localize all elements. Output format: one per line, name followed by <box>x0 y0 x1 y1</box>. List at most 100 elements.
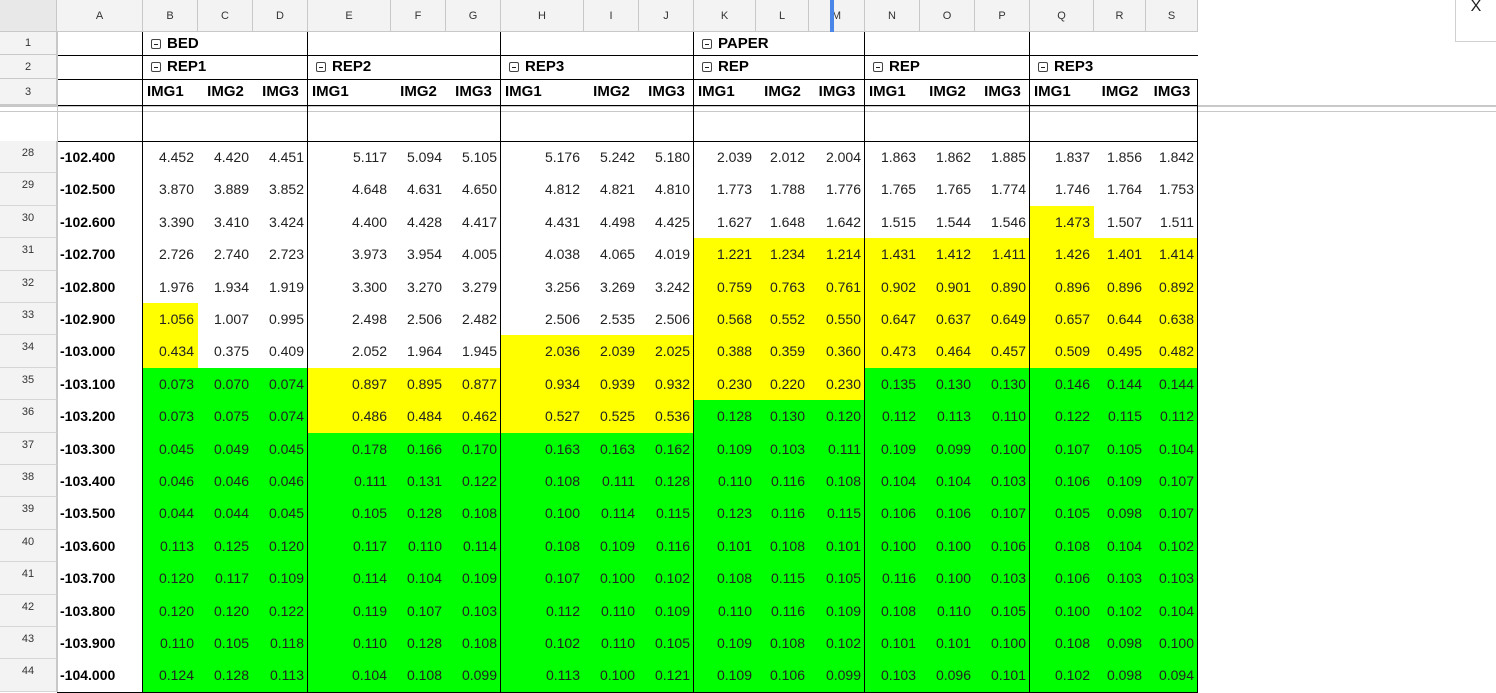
data-cell[interactable]: 0.109 <box>584 529 639 563</box>
data-cell[interactable]: 0.647 <box>865 303 920 336</box>
data-cell[interactable]: 0.115 <box>756 562 809 595</box>
data-cell[interactable]: 1.788 <box>769 181 805 198</box>
data-cell[interactable]: 4.631 <box>406 181 442 198</box>
data-cell[interactable]: 0.146 <box>1030 367 1094 401</box>
row-header[interactable]: 31 <box>0 238 57 271</box>
data-cell[interactable]: 0.108 <box>446 627 501 660</box>
data-cell[interactable]: 0.100 <box>865 529 920 563</box>
data-cell[interactable]: 0.100 <box>975 432 1030 465</box>
data-cell[interactable]: 0.170 <box>446 432 501 465</box>
data-cell[interactable]: 0.110 <box>694 594 756 627</box>
row-label-cell[interactable]: -103.800 <box>60 602 116 619</box>
column-header-q[interactable]: Q <box>1030 0 1094 32</box>
data-cell[interactable]: 2.726 <box>158 246 194 263</box>
data-cell[interactable]: 0.130 <box>975 367 1030 401</box>
data-cell[interactable]: 0.123 <box>694 497 756 530</box>
data-cell[interactable]: 0.099 <box>809 659 865 692</box>
data-cell[interactable]: 0.128 <box>391 627 446 660</box>
row-label-cell[interactable]: -103.400 <box>60 473 116 489</box>
data-cell[interactable]: 0.107 <box>1146 497 1198 530</box>
data-cell[interactable]: 4.428 <box>406 213 442 230</box>
data-cell[interactable]: 0.495 <box>1094 335 1146 368</box>
data-cell[interactable]: 0.045 <box>143 432 198 465</box>
data-cell[interactable]: 0.102 <box>1030 659 1094 692</box>
data-cell[interactable]: 0.359 <box>756 335 809 368</box>
data-cell[interactable]: 0.110 <box>143 627 198 660</box>
data-cell[interactable]: 0.108 <box>756 627 809 660</box>
row-label-cell[interactable]: -102.600 <box>60 213 116 230</box>
collapse-toggle-icon[interactable] <box>702 39 712 49</box>
data-cell[interactable]: 0.096 <box>920 659 975 692</box>
data-cell[interactable]: 0.120 <box>809 400 865 433</box>
row-label-cell[interactable]: -102.500 <box>60 181 116 198</box>
data-cell[interactable]: 0.122 <box>1030 400 1094 433</box>
row-header[interactable]: 29 <box>0 173 57 206</box>
data-cell[interactable]: 0.094 <box>1146 659 1198 692</box>
data-cell[interactable]: 0.101 <box>694 529 756 563</box>
data-cell[interactable]: 0.536 <box>639 400 694 433</box>
data-cell[interactable]: 0.107 <box>501 562 584 595</box>
row-label-cell[interactable]: -103.000 <box>60 343 116 360</box>
data-cell[interactable]: 1.837 <box>1054 149 1090 165</box>
row-label-cell[interactable]: -102.800 <box>60 278 116 295</box>
data-cell[interactable]: 0.101 <box>809 529 865 563</box>
data-cell[interactable]: 4.065 <box>599 246 635 263</box>
row-label-cell[interactable]: -104.000 <box>60 667 116 684</box>
data-cell[interactable]: 0.101 <box>975 659 1030 692</box>
data-cell[interactable]: 0.116 <box>756 465 809 498</box>
data-cell[interactable]: 1.976 <box>158 278 194 295</box>
data-cell[interactable]: 0.104 <box>920 465 975 498</box>
data-cell[interactable]: 5.242 <box>599 149 635 165</box>
img-header[interactable]: IMG3 <box>1153 83 1191 100</box>
data-cell[interactable]: 0.117 <box>198 562 253 595</box>
data-cell[interactable]: 2.740 <box>213 246 249 263</box>
data-cell[interactable]: 0.102 <box>1094 594 1146 627</box>
row-header[interactable]: 37 <box>0 432 57 465</box>
data-cell[interactable]: 4.400 <box>351 213 387 230</box>
data-cell[interactable]: 0.103 <box>446 594 501 627</box>
data-cell[interactable]: 1.234 <box>756 238 809 271</box>
data-cell[interactable]: 2.482 <box>461 311 497 327</box>
data-cell[interactable]: 1.934 <box>213 278 249 295</box>
data-cell[interactable]: 0.109 <box>694 659 756 692</box>
data-cell[interactable]: 0.120 <box>198 594 253 627</box>
data-cell[interactable]: 0.108 <box>809 465 865 498</box>
data-cell[interactable]: 0.162 <box>639 432 694 465</box>
data-cell[interactable]: 3.973 <box>351 246 387 263</box>
data-cell[interactable]: 0.099 <box>446 659 501 692</box>
data-cell[interactable]: 0.073 <box>143 367 198 401</box>
data-cell[interactable]: 0.649 <box>975 303 1030 336</box>
data-cell[interactable]: 0.109 <box>1094 465 1146 498</box>
data-cell[interactable]: 0.527 <box>501 400 584 433</box>
column-header-e[interactable]: E <box>308 0 391 32</box>
data-cell[interactable]: 0.106 <box>865 497 920 530</box>
data-cell[interactable]: 0.462 <box>446 400 501 433</box>
data-cell[interactable]: 0.109 <box>694 627 756 660</box>
data-cell[interactable]: 0.100 <box>501 497 584 530</box>
data-cell[interactable]: 4.451 <box>268 149 304 165</box>
data-cell[interactable]: 3.269 <box>599 278 635 295</box>
data-cell[interactable]: 3.889 <box>213 181 249 198</box>
data-cell[interactable]: 0.114 <box>446 529 501 563</box>
data-cell[interactable]: 0.105 <box>639 627 694 660</box>
data-cell[interactable]: 0.105 <box>198 627 253 660</box>
data-cell[interactable]: 1.412 <box>920 238 975 271</box>
data-cell[interactable]: 0.552 <box>756 303 809 336</box>
data-cell[interactable]: 0.104 <box>1146 432 1198 465</box>
data-cell[interactable]: 0.130 <box>920 367 975 401</box>
data-cell[interactable]: 1.648 <box>769 213 805 230</box>
data-cell[interactable]: 0.457 <box>975 335 1030 368</box>
row-header[interactable]: 1 <box>0 32 57 55</box>
data-cell[interactable]: 0.130 <box>756 400 809 433</box>
column-header-p[interactable]: P <box>975 0 1030 32</box>
data-cell[interactable]: 3.279 <box>461 278 497 295</box>
data-cell[interactable]: 2.506 <box>544 311 580 327</box>
data-cell[interactable]: 0.388 <box>694 335 756 368</box>
data-cell[interactable]: 0.131 <box>391 465 446 498</box>
data-cell[interactable]: 0.098 <box>1094 497 1146 530</box>
collapse-toggle-icon[interactable] <box>151 39 161 49</box>
collapse-toggle-icon[interactable] <box>509 62 519 72</box>
data-cell[interactable]: 0.102 <box>809 627 865 660</box>
row-header[interactable]: 44 <box>0 659 57 692</box>
data-cell[interactable]: 0.111 <box>584 465 639 498</box>
